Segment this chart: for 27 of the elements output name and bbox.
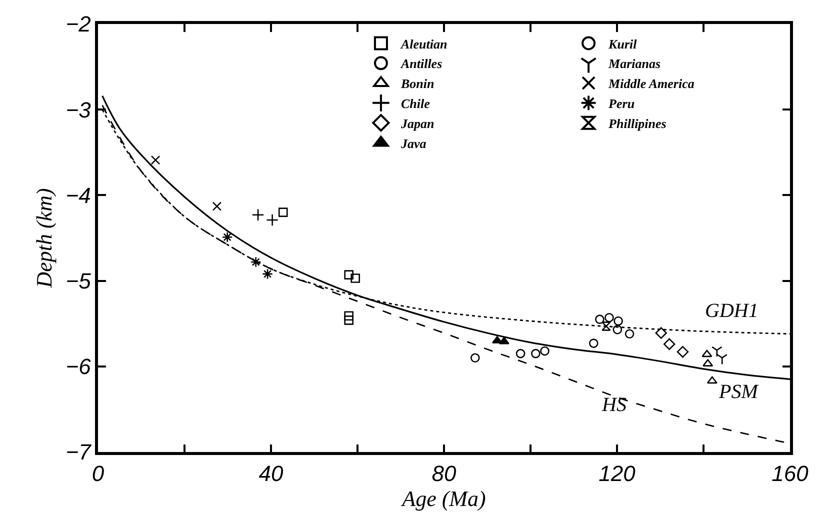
- legend-label: Java: [400, 136, 427, 151]
- x-tick-label: 160: [772, 461, 810, 486]
- y-tick-label: −3: [66, 97, 92, 122]
- legend-label: Antilles: [400, 56, 442, 72]
- x-tick-label: 80: [432, 461, 457, 486]
- x-tick-label: 0: [92, 461, 105, 486]
- annotation: HS: [601, 394, 626, 416]
- x-axis-title: Age (Ma): [400, 486, 486, 512]
- legend-label: Middle America: [608, 76, 695, 92]
- y-axis-title: Depth (km): [32, 188, 57, 289]
- y-tick-label: −4: [66, 182, 91, 208]
- legend-label: Aleutian: [400, 36, 448, 52]
- annotation: GDH1: [705, 300, 758, 322]
- y-tick-label: −6: [66, 354, 92, 380]
- legend-label: Japan: [400, 116, 434, 131]
- y-tick-label: −5: [66, 268, 92, 294]
- legend-label: Bonin: [400, 76, 434, 92]
- legend-label: Peru: [608, 96, 635, 111]
- x-tick-label: 120: [598, 461, 636, 486]
- legend-label: Chile: [400, 96, 430, 111]
- legend-label: Kuril: [608, 36, 638, 52]
- y-tick-label: −2: [66, 12, 91, 37]
- annotation: PSM: [718, 381, 760, 403]
- x-tick-label: 40: [258, 461, 284, 486]
- y-tick-label: −7: [66, 440, 92, 465]
- legend-label: Marianas: [608, 56, 661, 72]
- legend-label: Phillipines: [608, 116, 666, 131]
